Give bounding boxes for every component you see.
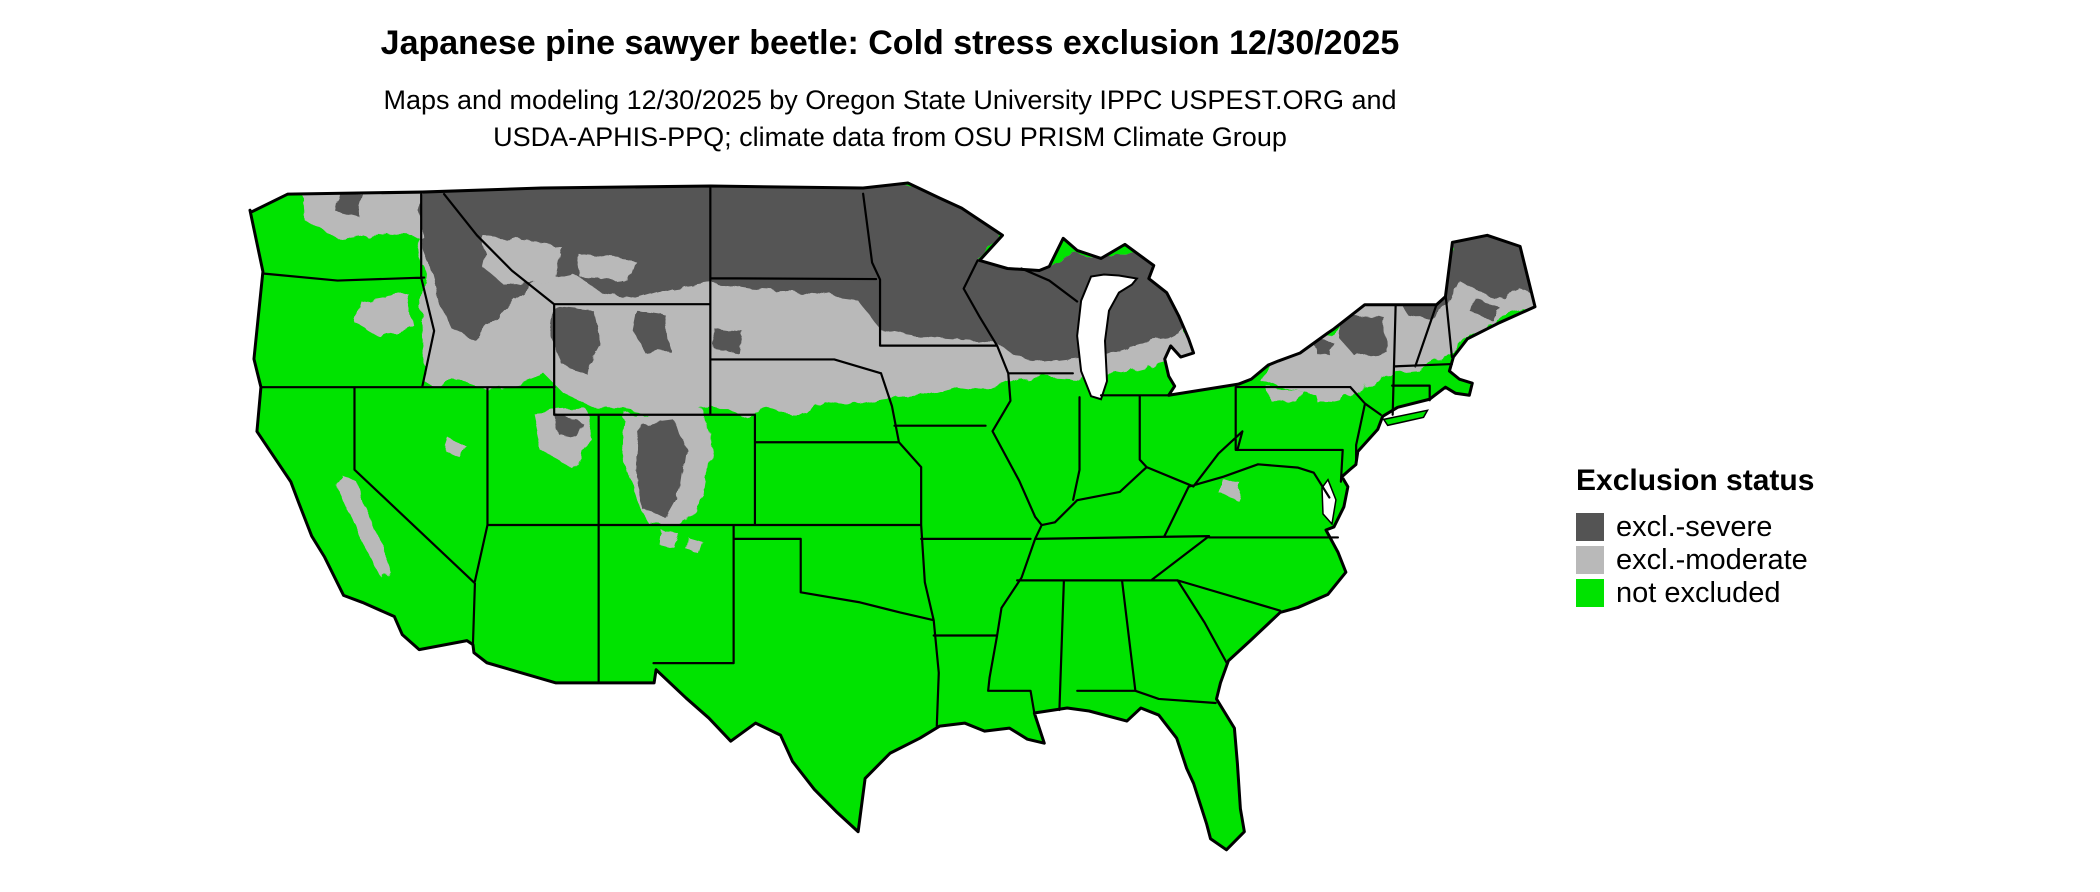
not-excluded-swatch — [1576, 579, 1604, 607]
map-title-text: Japanese pine sawyer beetle: Cold stress… — [380, 24, 1400, 62]
washington-moderate-patch — [302, 184, 422, 239]
legend-label: not excluded — [1616, 577, 1781, 609]
subtitle-line-2: USDA-APHIS-PPQ; climate data from OSU PR… — [493, 122, 1287, 152]
black-hills-severe-patch — [712, 326, 743, 353]
tug-hill-severe-speck — [1314, 338, 1334, 355]
bighorn-severe-patch — [633, 310, 670, 353]
pennsylvania-moderate-patch-2 — [1313, 390, 1346, 403]
legend-title: Exclusion status — [1576, 464, 1815, 497]
legend-label: excl.-moderate — [1616, 544, 1808, 576]
new-mexico-moderate-speck-2 — [686, 538, 703, 555]
map-fill-layers — [249, 183, 1536, 850]
maine-severe-patch — [1471, 298, 1498, 319]
sierra-moderate-strip — [338, 473, 393, 579]
adirondacks-severe-patch — [1337, 314, 1388, 358]
nevada-moderate-speck — [446, 439, 466, 458]
northern-new-england-severe-region — [1397, 230, 1530, 319]
north-cascades-severe-patch — [334, 190, 365, 217]
map-subtitle: Maps and modeling 12/30/2025 by Oregon S… — [0, 82, 1780, 156]
state-borders — [259, 186, 1453, 728]
us-map — [243, 180, 1537, 884]
legend-item: excl.-severe — [1576, 512, 1814, 542]
moderate-swatch — [1576, 546, 1604, 574]
colorado-severe-spine — [635, 419, 687, 518]
new-mexico-moderate-speck — [659, 529, 679, 549]
us-outline — [248, 181, 1537, 852]
page-title: Japanese pine sawyer beetle: Cold stress… — [0, 24, 1780, 63]
oregon-moderate-patch — [354, 292, 415, 339]
yellowstone-severe-patch — [549, 306, 602, 374]
west-virginia-moderate-speck — [1219, 479, 1244, 500]
lake-michigan — [1076, 273, 1139, 401]
long-island — [1382, 409, 1429, 427]
montana-valley-moderate — [479, 238, 562, 285]
severe-swatch — [1576, 513, 1604, 541]
pennsylvania-moderate-patch — [1268, 389, 1304, 404]
legend-item: excl.-moderate — [1576, 545, 1814, 575]
legend: Exclusion status excl.-severe excl.-mode… — [1576, 464, 1814, 611]
uinta-severe-speck — [555, 417, 582, 436]
legend-label: excl.-severe — [1616, 511, 1773, 543]
subtitle-line-1: Maps and modeling 12/30/2025 by Oregon S… — [383, 85, 1397, 115]
legend-item: not excluded — [1576, 578, 1814, 608]
us-map-svg — [248, 181, 1537, 852]
montana-valley-moderate-2 — [577, 252, 634, 283]
